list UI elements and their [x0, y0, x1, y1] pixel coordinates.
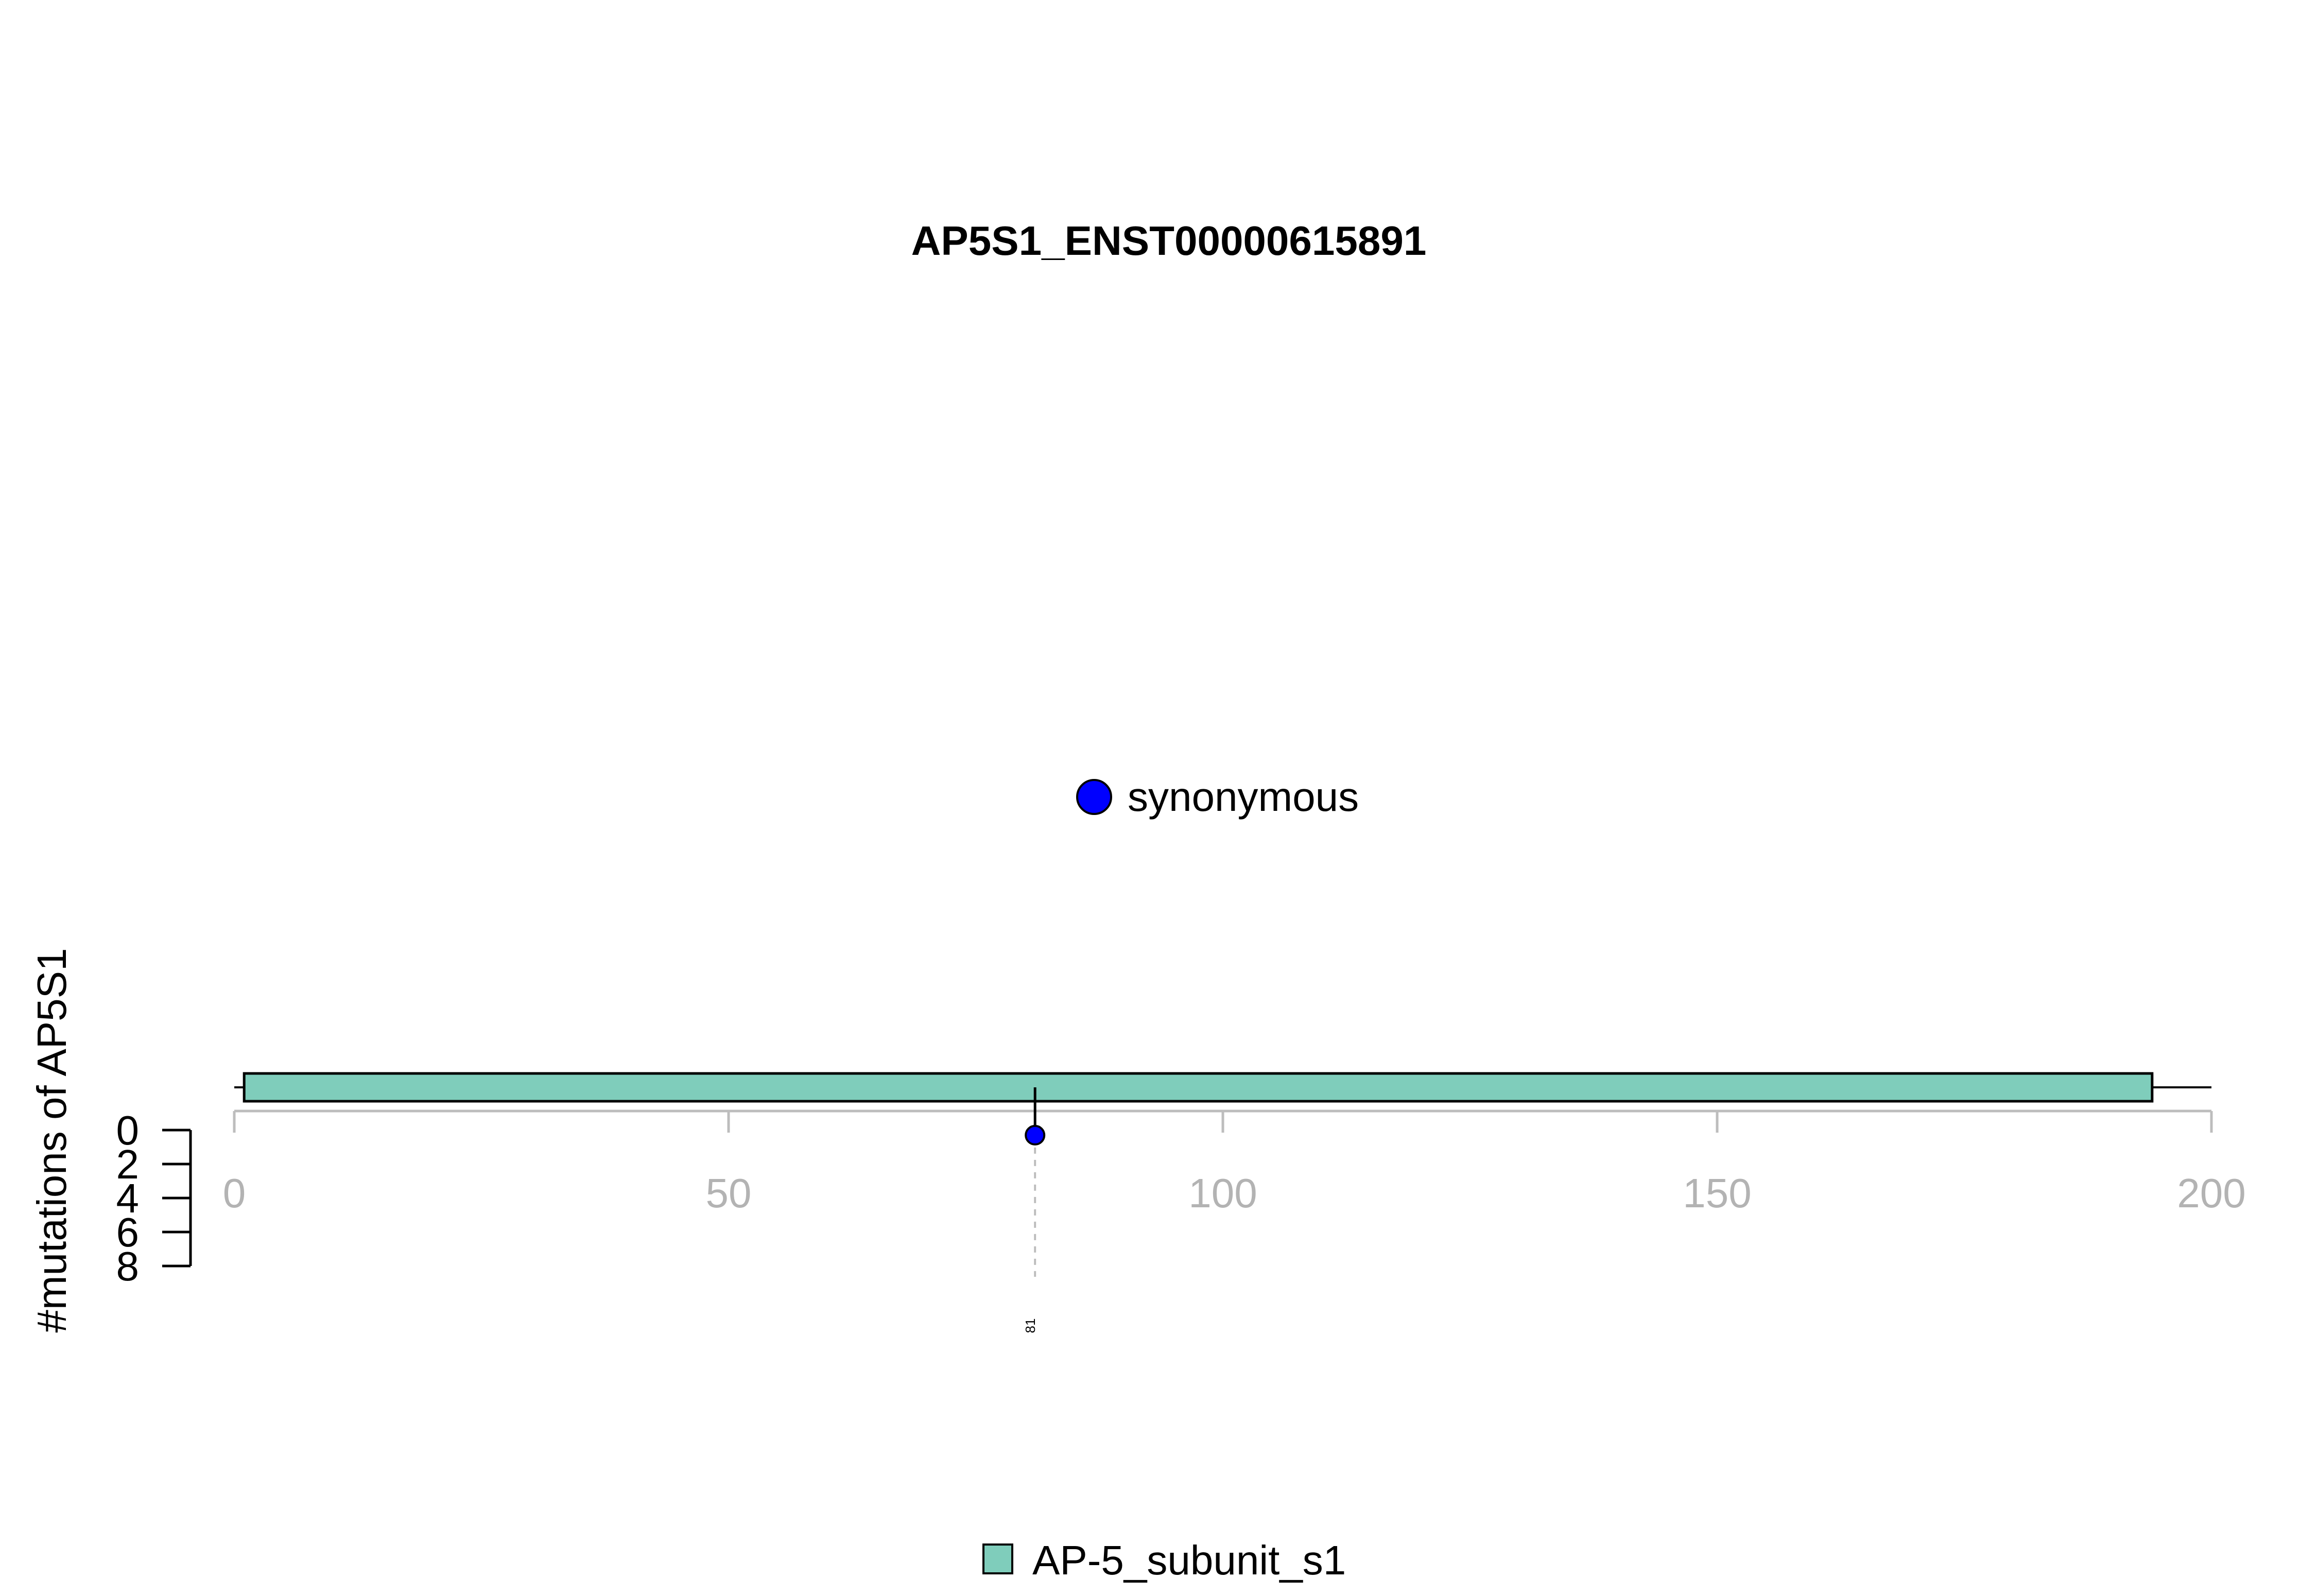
mutation-legend: synonymous [1076, 774, 1359, 820]
x-tick-label-1: 50 [706, 1170, 752, 1216]
domain-layer [243, 1072, 2154, 1103]
x-axis: 0 50 100 150 200 [223, 1109, 2246, 1216]
x-tick-label-2: 100 [1188, 1170, 1257, 1216]
y-tick-label-2: 4 [116, 1175, 140, 1221]
domain-legend: AP-5_subunit_s1 [982, 1537, 1346, 1583]
x-tick-label-4: 200 [2177, 1170, 2245, 1216]
legend-label-synonymous: synonymous [1128, 774, 1359, 820]
legend-marker-synonymous [1076, 779, 1112, 815]
mutation-point-0 [1025, 1124, 1046, 1146]
x-tick-label-3: 150 [1683, 1170, 1751, 1216]
domain-0 [243, 1072, 2154, 1103]
y-tick-label-3: 6 [116, 1209, 140, 1255]
mutation-position-label-0: 81 [1023, 1319, 1038, 1333]
y-tick-label-4: 8 [116, 1243, 140, 1289]
y-tick-label-1: 2 [116, 1141, 140, 1187]
legend-swatch-domain [982, 1543, 1013, 1574]
mutation-layer: 81 [1023, 1087, 1046, 1333]
x-tick-label-0: 0 [223, 1170, 246, 1216]
y-axis-label: #mutations of AP5S1 [29, 948, 75, 1332]
chart-title: AP5S1_ENST00000615891 [911, 218, 1427, 264]
y-tick-label-0: 0 [116, 1107, 140, 1153]
legend-label-domain: AP-5_subunit_s1 [1032, 1537, 1346, 1583]
